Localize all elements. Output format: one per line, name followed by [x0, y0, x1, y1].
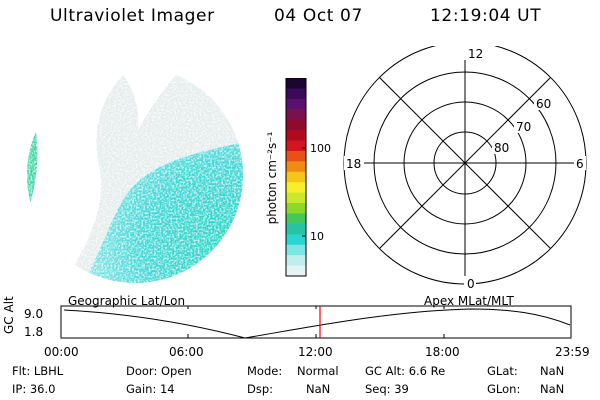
timeline-y-label: GC Alt	[2, 296, 16, 334]
mlt-label-12: 12	[468, 47, 483, 61]
mlt-label-6: 6	[576, 157, 584, 171]
colorbar-swatch	[286, 140, 306, 152]
colorbar-swatch	[286, 109, 306, 121]
lat-label-60: 60	[536, 97, 551, 111]
mlt-label-18: 18	[346, 157, 361, 171]
colorbar-unit-label: photon cm⁻²s⁻¹	[265, 131, 279, 224]
uv-image-disk	[27, 67, 243, 283]
colorbar-swatch	[286, 88, 306, 100]
colorbar-tick-10: 10	[310, 230, 324, 243]
glat-label: GLat:	[487, 364, 518, 378]
x-tick-1200: 12:00	[298, 345, 333, 359]
door-label: Door: Open	[126, 364, 192, 378]
colorbar-swatch	[286, 171, 306, 183]
colorbar-swatch	[286, 234, 306, 246]
x-tick-0600: 06:00	[169, 345, 204, 359]
lat-label-80: 80	[494, 141, 509, 155]
colorbar-swatch	[286, 255, 306, 267]
x-tick-0000: 00:00	[44, 345, 79, 359]
colorbar-swatch	[286, 213, 306, 225]
colorbar-tick-100: 100	[310, 142, 331, 155]
colorbar-swatch	[286, 244, 306, 256]
mode-value: Normal	[297, 364, 339, 378]
colorbar-swatch	[286, 161, 306, 173]
timeline-y-tick-high: 9.0	[24, 307, 44, 321]
x-tick-1800: 18:00	[425, 345, 460, 359]
colorbar-swatch	[286, 130, 306, 142]
timeline-y-tick-low: 1.8	[24, 325, 44, 339]
colorbar: 100 10 photon cm⁻²s⁻¹	[265, 78, 331, 277]
colorbar-swatch	[286, 265, 306, 277]
glon-label: GLon:	[487, 382, 521, 396]
timeline-plot	[60, 305, 572, 339]
ip-label: IP: 36.0	[12, 382, 56, 396]
colorbar-swatch	[286, 78, 306, 90]
colorbar-swatch	[286, 150, 306, 162]
polar-grid: 12 0 18 6 60 70 80	[343, 46, 587, 291]
seq-label: Seq: 39	[365, 382, 409, 396]
glon-value: NaN	[540, 382, 565, 396]
colorbar-swatch	[286, 223, 306, 235]
dsp-value: NaN	[306, 382, 331, 396]
gc-alt-curve	[63, 308, 571, 339]
time-label: 12:19:04 UT	[430, 6, 542, 26]
colorbar-swatch	[286, 192, 306, 204]
gc-alt-label: GC Alt: 6.6 Re	[365, 364, 446, 378]
colorbar-swatch	[286, 119, 306, 131]
lat-label-70: 70	[516, 120, 531, 134]
x-tick-2359: 23:59	[555, 345, 590, 359]
geographic-title: Geographic Lat/Lon	[68, 294, 186, 308]
date-label: 04 Oct 07	[274, 6, 363, 26]
colorbar-swatch	[286, 98, 306, 110]
flight-label: Flt: LBHL	[12, 364, 64, 378]
mode-label: Mode:	[247, 364, 283, 378]
glat-value: NaN	[540, 364, 565, 378]
apex-title: Apex MLat/MLT	[424, 294, 514, 308]
colorbar-swatch	[286, 182, 306, 194]
gain-label: Gain: 14	[126, 382, 175, 396]
colorbar-swatch	[286, 203, 306, 215]
mlt-label-0: 0	[467, 277, 475, 291]
dsp-label: Dsp:	[247, 382, 274, 396]
instrument-title: Ultraviolet Imager	[50, 6, 215, 26]
